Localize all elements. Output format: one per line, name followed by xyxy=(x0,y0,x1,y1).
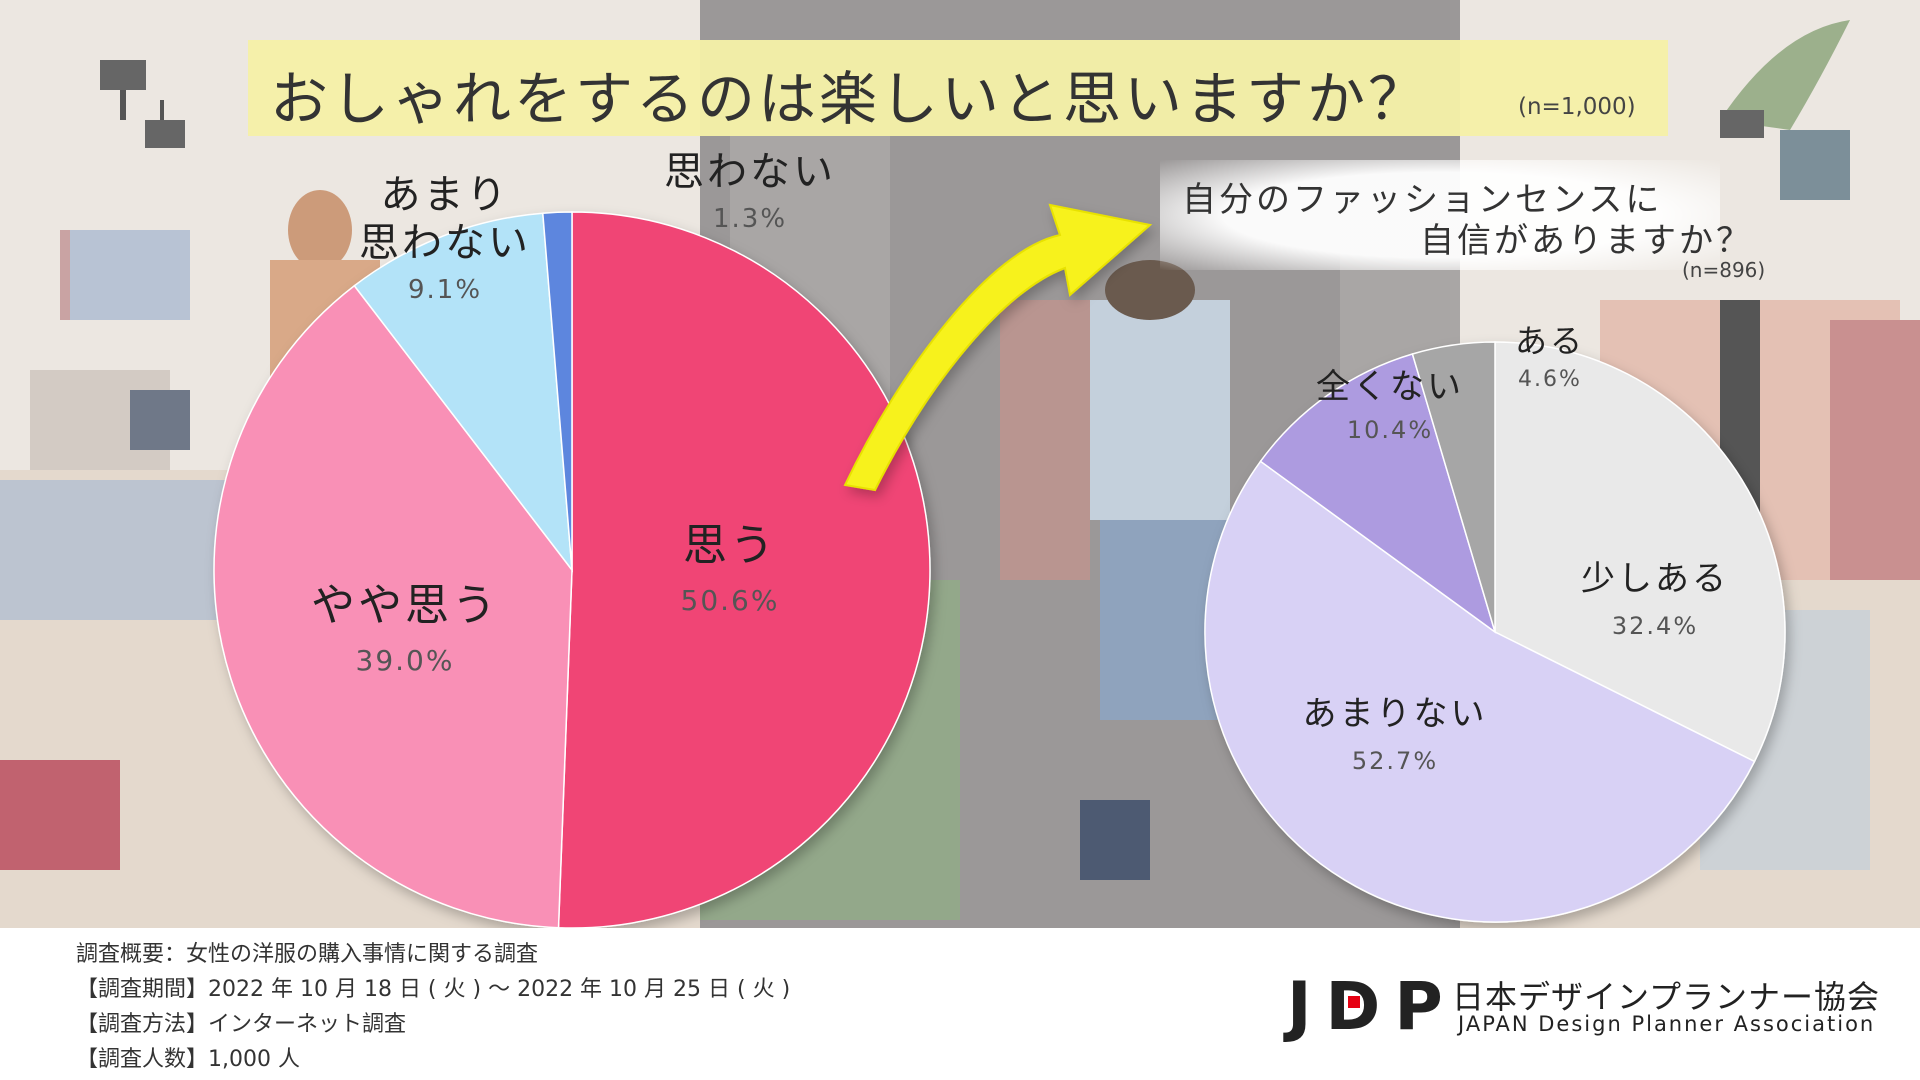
pie1-slice-0 xyxy=(557,211,931,929)
survey-period: 【調査期間】2022 年 10 月 18 日 ( 火 ) 〜 2022 年 10… xyxy=(76,977,791,1002)
subtitle-line1: 自分のファッションセンスに xyxy=(1182,180,1663,220)
pie2-label-2: 全くない xyxy=(1316,367,1464,407)
logo-name-ja: 日本デザインプランナー協会 xyxy=(1452,978,1881,1016)
pie2-value-0: 32.4% xyxy=(1612,612,1698,640)
pie2-value-1: 52.7% xyxy=(1352,747,1438,775)
arrow-icon xyxy=(843,203,1153,492)
logo-name-en: JAPAN Design Planner Association xyxy=(1458,1012,1876,1036)
pie2-label-3: ある xyxy=(1515,322,1585,360)
pie-labels: 思う50.6%やや思う39.0%あまり思わない9.1%思わない1.3%少しある3… xyxy=(311,149,1729,775)
subtitle-backdrop xyxy=(1160,160,1720,270)
pie-chart-fashion-confidence xyxy=(1204,341,1786,923)
pie2-label-1: あまりない xyxy=(1303,694,1488,734)
pie2-slice-1 xyxy=(1204,460,1756,923)
pie-chart-enjoy-fashion xyxy=(213,211,931,929)
pie2-value-2: 10.4% xyxy=(1347,416,1433,444)
pie2-value-3: 4.6% xyxy=(1518,367,1582,392)
pie1-slice-3 xyxy=(541,211,573,571)
pie2-label-0: 少しある xyxy=(1581,559,1729,599)
pie1-label-0: 思う xyxy=(683,520,777,571)
pie1-label-3: 思わない xyxy=(664,149,836,195)
logo-red-dot xyxy=(1348,996,1360,1008)
pie1-value-0: 50.6% xyxy=(681,584,780,617)
pie2-slice-2 xyxy=(1259,353,1497,634)
pie1-label-2-line0: あまり xyxy=(381,172,510,218)
pie1-label-2-line1: 思わない xyxy=(359,220,531,266)
survey-summary: 調査概要：女性の洋服の購入事情に関する調査 xyxy=(76,942,539,967)
footer xyxy=(0,928,1920,1080)
pie2-slice-3 xyxy=(1411,341,1496,633)
jdp-logo: JDP xyxy=(1287,968,1457,1045)
title-banner xyxy=(248,40,1668,136)
subtitle-line2: 自信がありますか？ xyxy=(1420,221,1753,261)
pie1-value-1: 39.0% xyxy=(356,644,455,677)
pie1-value-2: 9.1% xyxy=(408,275,482,305)
chart-title: おしゃれをするのは楽しいと思いますか？ xyxy=(270,65,1430,133)
pie1-value-3: 1.3% xyxy=(713,204,787,234)
survey-count: 【調査人数】1,000 人 xyxy=(76,1047,300,1072)
subtitle-sample-size: (n=896) xyxy=(1682,258,1766,282)
pie1-slice-2 xyxy=(353,212,573,573)
pie2-slice-0 xyxy=(1494,341,1786,763)
pie1-label-1: やや思う xyxy=(311,580,499,631)
survey-method: 【調査方法】インターネット調査 xyxy=(76,1012,407,1037)
title-sample-size: (n=1,000) xyxy=(1518,94,1636,120)
pie1-slice-1 xyxy=(213,284,573,929)
